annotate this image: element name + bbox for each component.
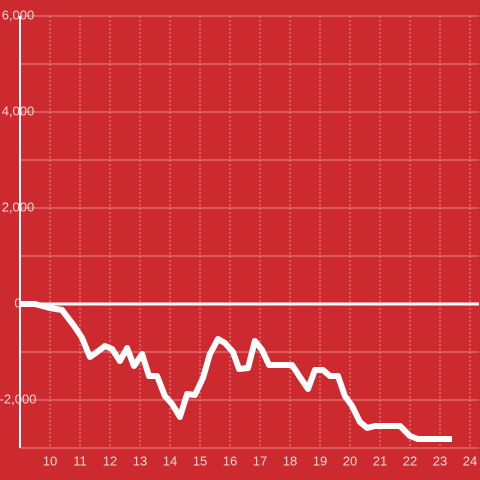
data-line bbox=[20, 301, 452, 443]
x-tick-label: 24 bbox=[463, 453, 477, 468]
x-tick-label: 12 bbox=[103, 453, 117, 468]
x-tick-label: 11 bbox=[73, 453, 87, 468]
x-tick-label: 14 bbox=[163, 453, 177, 468]
x-tick-label: 20 bbox=[343, 453, 357, 468]
x-tick-label: 17 bbox=[253, 453, 267, 468]
x-tick-label: 18 bbox=[283, 453, 297, 468]
y-tick-label: 2,000 bbox=[2, 199, 35, 214]
x-tick-label: 19 bbox=[313, 453, 327, 468]
x-tick-label: 23 bbox=[433, 453, 447, 468]
y-tick-label: 6,000 bbox=[2, 7, 35, 22]
y-tick-label: -2,000 bbox=[0, 391, 36, 406]
x-tick-label: 13 bbox=[133, 453, 147, 468]
y-tick-label: 4,000 bbox=[2, 103, 35, 118]
x-tick-label: 16 bbox=[223, 453, 237, 468]
x-tick-label: 10 bbox=[43, 453, 57, 468]
x-tick-label: 22 bbox=[403, 453, 417, 468]
y-tick-label: 0 bbox=[14, 295, 21, 310]
x-tick-label: 15 bbox=[193, 453, 207, 468]
x-tick-label: 21 bbox=[373, 453, 387, 468]
